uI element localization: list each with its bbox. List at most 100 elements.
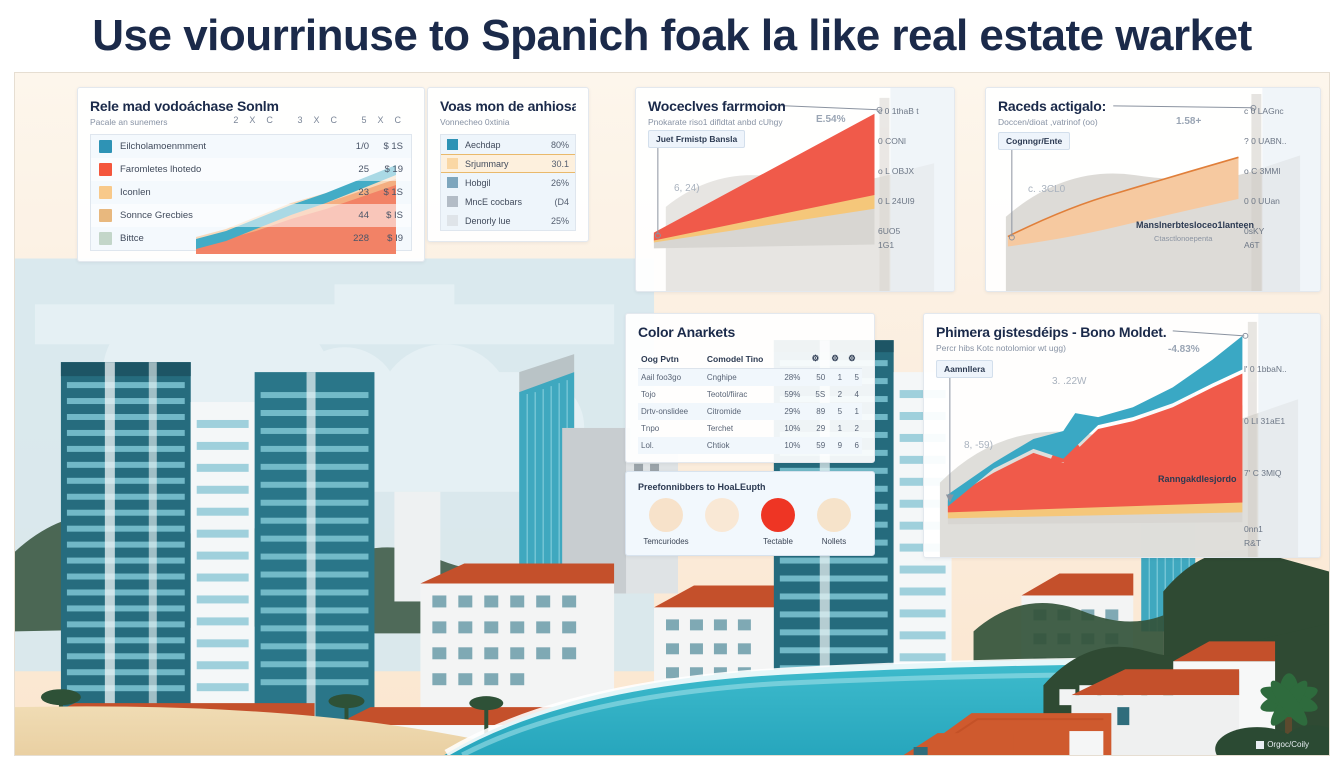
markets-table: Oog Pvtn Comodel Tino ⚙ ⚙ ⚙ Aail foo3go … — [638, 349, 862, 454]
axis-tick: c 0 1thaB t — [878, 106, 919, 116]
cell-n3: 2 — [854, 424, 859, 433]
annual-label: MncE cocbars — [465, 196, 523, 207]
table-row[interactable]: Sonnce Grecbies 44 $ IS — [91, 204, 411, 227]
chart-tr-axis-ticks: c 0 LAGnc ? 0 UABN.. o C 3MMl 0 0 UUan 0… — [1244, 106, 1316, 270]
cell-type: Terchet — [706, 424, 734, 433]
col-header-icon-3: ⚙ — [845, 349, 862, 369]
series-label: Eilcholamoenmment — [120, 141, 207, 152]
swatch-label: Nollets — [821, 537, 847, 546]
chart-tc-title: Woceclves farrmoion — [648, 98, 786, 114]
chart-tr-band-label: Manslnerbtesloceo1lanteen — [1136, 220, 1255, 230]
annual-label: Hobgil — [465, 177, 491, 188]
table-row[interactable]: Faromletes lhotedo 25 $ 19 — [91, 158, 411, 181]
annual-label: Aechdap — [465, 139, 501, 150]
col-header-pct — [781, 349, 809, 369]
cell-n2: 5 — [837, 407, 843, 416]
series-value-1: 228 — [353, 233, 369, 244]
chart-tr-chip[interactable]: Cognngr/Ente — [998, 132, 1071, 150]
infographic-illustration: Rele mad vodoáchase Sonlm Pacale an sune… — [14, 72, 1330, 756]
series-label: Bittce — [120, 233, 144, 244]
chart-tc-chip[interactable]: Juet Frmistp Bansla — [648, 130, 746, 148]
cell-type: Teotol/fiirac — [706, 390, 748, 399]
series-label: Iconlen — [120, 187, 151, 198]
axis-tick: 1G1 — [878, 240, 895, 250]
swatch-item[interactable]: Nollets — [806, 498, 862, 546]
swatch-item[interactable]: Tectable — [750, 498, 806, 546]
annual-value: 25% — [550, 215, 569, 226]
panel-series-summary: Rele mad vodoáchase Sonlm Pacale an sune… — [77, 87, 425, 262]
swatch-circle — [705, 498, 739, 532]
cell-n2: 1 — [837, 424, 843, 433]
swatch-label: Temcuriodes — [643, 537, 689, 546]
series-value-2: $ 1S — [383, 187, 403, 198]
axis-tick: o L OBJX — [878, 166, 915, 176]
panel-chart-top-right: Raceds actigalo: Doccen/dioat ,vatrinof … — [985, 87, 1321, 292]
cell-n1: 89 — [816, 407, 826, 416]
axis-tick: 6UO5 — [878, 226, 901, 236]
page-title: Use viourrinuse to Spanich foak la like … — [92, 11, 1252, 60]
swatch-circle — [817, 498, 851, 532]
legend-swatch — [99, 163, 112, 176]
annual-percent-table: Aechdap 80% Srjummary 30.1 Hobgil 26% Mn… — [440, 134, 576, 231]
col-header-0: 2XC — [233, 115, 284, 125]
table-row[interactable]: Lol. Chtiok 10% 59 9 6 — [638, 437, 862, 454]
list-item[interactable]: Denorly lue 25% — [441, 211, 575, 230]
cell-pct: 28% — [784, 373, 801, 382]
table-row[interactable]: Bittce 228 $ I9 — [91, 227, 411, 250]
axis-tick: R&T — [1244, 538, 1261, 548]
annual-label: Srjummary — [465, 158, 509, 169]
swatch-label: Tectable — [763, 537, 793, 546]
legend-swatch — [447, 196, 458, 207]
cell-name: Tojo — [641, 390, 656, 399]
chart-tr-title: Raceds actigalo: — [998, 98, 1107, 114]
chart-br-mid-value: 3. .22W — [1052, 376, 1087, 387]
cell-n3: 5 — [854, 373, 859, 382]
legend-swatch — [99, 140, 112, 153]
col-header-type: Comodel Tino — [703, 349, 782, 369]
table-row[interactable]: Iconlen 23 $ 1S — [91, 181, 411, 204]
legend-swatch — [447, 158, 458, 169]
panel-material-swatches: Preefonnibbers to HoaLEupth Temcuriodes … — [625, 471, 875, 556]
table-row[interactable]: Drtv-onslidee Citromide 29% 89 5 1 — [638, 403, 862, 420]
cell-n1: 29 — [816, 424, 826, 433]
axis-tick: 0nn1 — [1244, 524, 1263, 534]
axis-tick: o C 3MMl — [1244, 166, 1281, 176]
list-item[interactable]: Aechdap 80% — [441, 135, 575, 154]
annual-value: 30.1 — [551, 158, 569, 169]
cell-n1: 59 — [816, 441, 826, 450]
axis-tick: A6T — [1244, 240, 1260, 250]
series-value-1: 23 — [358, 187, 369, 198]
chart-tc-axis-ticks: c 0 1thaB t 0 CONl o L OBJX 0 L 24UI9 6U… — [878, 106, 950, 270]
col-header-1: 3XC — [297, 115, 348, 125]
list-item[interactable]: MncE cocbars (D4 — [441, 192, 575, 211]
annual-value: 80% — [550, 139, 569, 150]
axis-tick: 0sKY — [1244, 226, 1265, 236]
cell-n3: 1 — [854, 407, 859, 416]
swatch-row: Temcuriodes Tectable Nollets — [638, 498, 862, 546]
table-row[interactable]: Eilcholamoenmment 1/0 $ 1S — [91, 135, 411, 158]
cell-n2: 2 — [837, 390, 843, 399]
chart-br-peak-value: -4.83% — [1168, 344, 1200, 355]
axis-tick: 0 L 24UI9 — [878, 196, 915, 206]
chart-br-chip[interactable]: Aamnllera — [936, 360, 994, 378]
chart-tr-subtitle: Doccen/dioat ,vatrinof (oo) — [998, 117, 1098, 127]
legend-swatch — [99, 186, 112, 199]
chart-br-band-label: Ranngakdlesjordo — [1158, 474, 1237, 484]
legend-swatch — [447, 215, 458, 226]
table-row[interactable]: Aail foo3go Cnghipe 28% 50 1 5 — [638, 368, 862, 386]
cell-type: Cnghipe — [706, 373, 737, 382]
list-item[interactable]: Hobgil 26% — [441, 173, 575, 192]
top-right-area-chart — [1005, 88, 1320, 291]
table-row[interactable]: Tnpo Terchet 10% 29 1 2 — [638, 420, 862, 437]
swatch-circle — [761, 498, 795, 532]
panel-annual-breakdown: Voas mon de anhiosal Vonnecheo 0xtinia A… — [427, 87, 589, 242]
table-row[interactable]: Tojo Teotol/fiirac 59% 5S 2 4 — [638, 386, 862, 403]
cell-n1: 50 — [816, 373, 826, 382]
cell-name: Lol. — [641, 441, 654, 450]
swatch-item[interactable] — [694, 498, 750, 546]
swatch-item[interactable]: Temcuriodes — [638, 498, 694, 546]
chart-tr-band-sub: Ctasctlonoepenta — [1154, 234, 1213, 243]
panel-color-markets: Color Anarkets Oog Pvtn Comodel Tino ⚙ ⚙… — [625, 313, 875, 463]
cell-n2: 9 — [837, 441, 843, 450]
list-item[interactable]: Srjummary 30.1 — [441, 154, 575, 173]
